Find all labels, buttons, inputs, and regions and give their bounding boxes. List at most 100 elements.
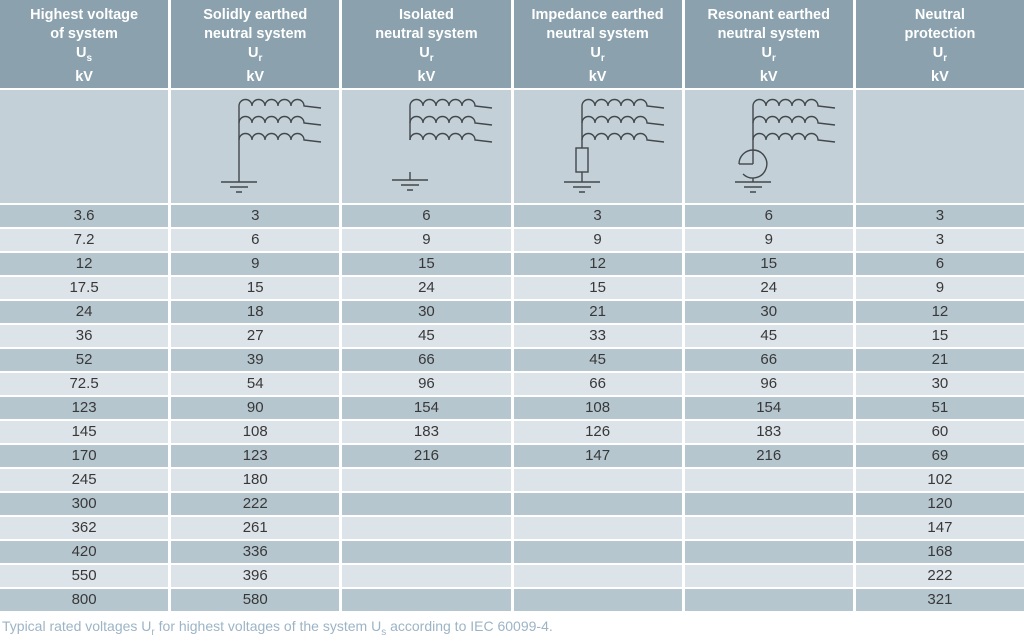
table-cell xyxy=(342,493,511,515)
table-cell: 108 xyxy=(513,397,682,419)
table-cell xyxy=(513,541,682,563)
column-header-impedance-earthed: Impedance earthed neutral system Ur kV xyxy=(513,0,682,88)
voltage-table: Highest voltage of system Us kV Solidly … xyxy=(0,0,1024,611)
header-symbol: Ur xyxy=(419,45,434,64)
table-cell: 33 xyxy=(513,325,682,347)
header-line: neutral system xyxy=(375,26,478,42)
table-cell: 36 xyxy=(0,325,169,347)
table-cell: 24 xyxy=(684,277,853,299)
column-header-resonant-earthed: Resonant earthed neutral system Ur kV xyxy=(684,0,853,88)
table-cell: 9 xyxy=(342,229,511,251)
table-cell: 96 xyxy=(342,373,511,395)
table-cell: 108 xyxy=(171,421,340,443)
header-line: Highest voltage xyxy=(30,7,139,23)
table-cell: 69 xyxy=(855,445,1024,467)
header-symbol: Us xyxy=(76,45,93,64)
table-cell: 6 xyxy=(342,205,511,227)
table-cell: 66 xyxy=(513,373,682,395)
table-cell: 51 xyxy=(855,397,1024,419)
table-cell: 245 xyxy=(0,469,169,491)
table-cell xyxy=(684,589,853,611)
table-cell: 183 xyxy=(684,421,853,443)
header-unit: kV xyxy=(759,68,778,85)
table-cell xyxy=(342,541,511,563)
table-cell: 216 xyxy=(342,445,511,467)
table-cell xyxy=(513,589,682,611)
table-cell xyxy=(513,565,682,587)
diagram-cell-empty xyxy=(0,90,169,203)
table-cell: 7.2 xyxy=(0,229,169,251)
table-cell: 54 xyxy=(171,373,340,395)
header-unit: kV xyxy=(931,68,949,85)
table-cell: 336 xyxy=(171,541,340,563)
table-cell xyxy=(684,469,853,491)
table-cell: 550 xyxy=(0,565,169,587)
table-cell: 21 xyxy=(855,349,1024,371)
solidly-earthed-neutral-system-diagram-icon xyxy=(221,98,322,193)
table-cell: 147 xyxy=(855,517,1024,539)
table-cell xyxy=(342,469,511,491)
table-cell: 24 xyxy=(342,277,511,299)
table-cell: 3 xyxy=(513,205,682,227)
header-unit: kV xyxy=(246,68,265,85)
table-cell: 15 xyxy=(855,325,1024,347)
table-cell xyxy=(513,517,682,539)
header-line: protection xyxy=(904,26,976,42)
table-cell xyxy=(684,493,853,515)
table-cell: 12 xyxy=(513,253,682,275)
table-cell: 580 xyxy=(171,589,340,611)
diagram-cell xyxy=(513,90,682,203)
table-cell: 800 xyxy=(0,589,169,611)
column-header-highest-voltage: Highest voltage of system Us kV xyxy=(0,0,169,88)
isolated-neutral-system-diagram-icon xyxy=(392,98,493,191)
caption-subscript: s xyxy=(381,626,387,638)
table-cell: 222 xyxy=(855,565,1024,587)
table-cell: 261 xyxy=(171,517,340,539)
table-cell xyxy=(684,565,853,587)
table-cell: 420 xyxy=(0,541,169,563)
table-cell: 18 xyxy=(171,301,340,323)
table-cell: 52 xyxy=(0,349,169,371)
caption-text: according to IEC 60099-4. xyxy=(386,618,553,634)
table-cell: 3 xyxy=(171,205,340,227)
table-cell: 168 xyxy=(855,541,1024,563)
table-cell xyxy=(342,565,511,587)
table-cell: 362 xyxy=(0,517,169,539)
header-symbol: Ur xyxy=(932,45,948,64)
table-cell: 12 xyxy=(0,253,169,275)
column-header-neutral-protection: Neutral protection Ur kV xyxy=(855,0,1024,88)
table-cell: 9 xyxy=(855,277,1024,299)
header-line: Neutral xyxy=(914,7,965,23)
header-unit: kV xyxy=(588,68,607,85)
table-cell: 3 xyxy=(855,229,1024,251)
table-cell: 17.5 xyxy=(0,277,169,299)
table-cell: 154 xyxy=(342,397,511,419)
table-cell: 15 xyxy=(513,277,682,299)
caption-text: Typical rated voltages U xyxy=(2,618,152,634)
table-cell: 222 xyxy=(171,493,340,515)
header-line: Resonant earthed xyxy=(707,7,830,23)
table-cell: 170 xyxy=(0,445,169,467)
header-line: neutral system xyxy=(204,26,307,42)
table-cell: 300 xyxy=(0,493,169,515)
header-line: neutral system xyxy=(717,26,820,42)
table-cell: 123 xyxy=(0,397,169,419)
column-header-solidly-earthed: Solidly earthed neutral system Ur kV xyxy=(171,0,340,88)
header-unit: kV xyxy=(75,68,93,85)
table-cell: 30 xyxy=(855,373,1024,395)
header-line: of system xyxy=(50,26,118,42)
diagram-cell-empty xyxy=(855,90,1024,203)
table-cell xyxy=(342,517,511,539)
table-cell: 216 xyxy=(684,445,853,467)
impedance-earthed-neutral-system-diagram-icon xyxy=(563,98,664,193)
table-cell: 145 xyxy=(0,421,169,443)
table-cell xyxy=(513,493,682,515)
header-symbol: Ur xyxy=(248,45,263,64)
header-line: Impedance earthed xyxy=(531,7,664,23)
table-cell: 45 xyxy=(684,325,853,347)
table-cell: 180 xyxy=(171,469,340,491)
table-cell: 3 xyxy=(855,205,1024,227)
table-cell: 6 xyxy=(855,253,1024,275)
table-caption: Typical rated voltages Ur for highest vo… xyxy=(0,611,1024,638)
